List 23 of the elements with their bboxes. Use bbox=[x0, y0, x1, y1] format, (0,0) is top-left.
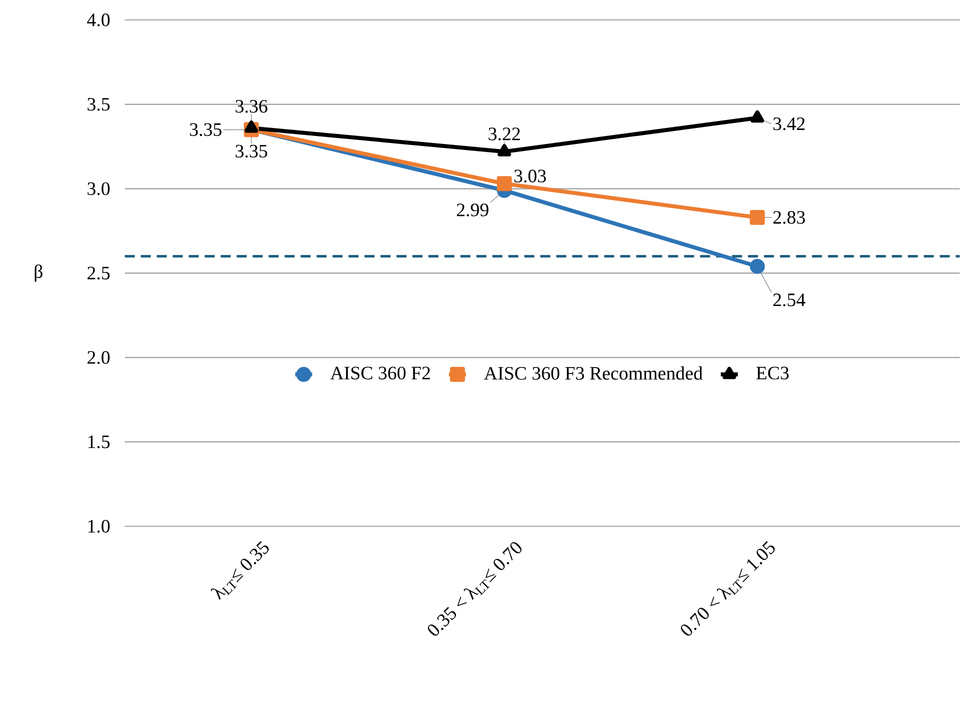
x-tick-label: λ$_{LT}$≤ 0.35 bbox=[210, 541, 269, 600]
y-tick-label: 3.0 bbox=[88, 182, 110, 196]
x-tick-label: 0.35 < λ$_{LT}$≤ 0.70 bbox=[428, 542, 522, 636]
data-label: 3.35 bbox=[236, 144, 268, 158]
y-tick-label: 3.5 bbox=[88, 98, 110, 111]
data-label: 3.22 bbox=[488, 128, 520, 140]
x-tick-label: 0.70 < λ$_{LT}$≤ 1.05 bbox=[680, 541, 775, 636]
data-label: 3.35 bbox=[190, 123, 222, 136]
y-axis-title: β bbox=[34, 264, 42, 282]
legend-label: AISC 360 F2 bbox=[330, 366, 430, 380]
legend-label: EC3 bbox=[756, 366, 789, 380]
data-label: 3.42 bbox=[773, 117, 805, 130]
legend-label: AISC 360 F3 Recommended bbox=[484, 366, 703, 380]
y-tick-label: 1.0 bbox=[88, 520, 110, 533]
data-label: 2.99 bbox=[456, 204, 488, 216]
y-tick-label: 2.0 bbox=[88, 351, 110, 364]
data-label: 3.03 bbox=[514, 170, 546, 182]
data-label: 2.54 bbox=[773, 294, 806, 306]
data-label: 3.36 bbox=[236, 100, 268, 113]
data-label: 2.83 bbox=[773, 211, 805, 224]
y-tick-label: 4.0 bbox=[87, 14, 110, 26]
y-tick-label: 1.5 bbox=[88, 436, 110, 448]
y-tick-label: 2.5 bbox=[88, 266, 110, 280]
